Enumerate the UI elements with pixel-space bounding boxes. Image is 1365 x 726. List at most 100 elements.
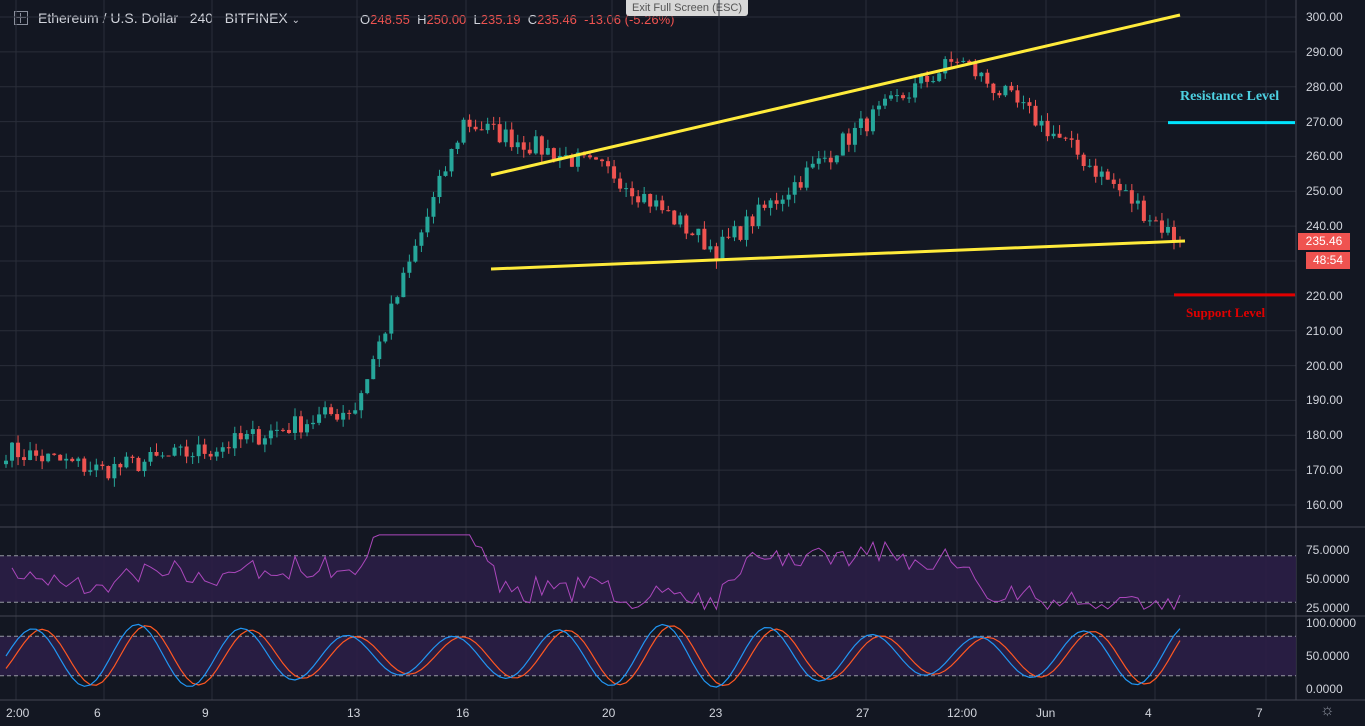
candle-body: [178, 446, 183, 448]
stoch-k-line: [5, 623, 1181, 688]
candle-body: [52, 453, 57, 455]
candle-body: [46, 453, 51, 462]
candle-body: [600, 159, 605, 162]
candle-body: [491, 123, 496, 125]
interval-label: 240: [189, 10, 214, 26]
high-value: 250.00: [426, 12, 467, 27]
candle-body: [1063, 137, 1068, 139]
open-label: O: [360, 12, 371, 27]
candle-body: [208, 453, 213, 457]
upper-trendline: [490, 13, 1181, 177]
rsi-band: [0, 555, 1296, 603]
candle-body: [925, 75, 930, 82]
candle-body: [991, 83, 996, 94]
last-price-label: 235.46: [1298, 233, 1350, 250]
exit-fullscreen-button[interactable]: Exit Full Screen (ESC): [626, 0, 748, 16]
candle-body: [100, 464, 105, 467]
candle-body: [708, 246, 713, 250]
candle-body: [852, 127, 857, 145]
candle-body: [636, 196, 641, 203]
price-tick-label: 210.00: [1306, 323, 1343, 338]
candle-body: [461, 119, 466, 143]
candle-body: [533, 136, 538, 154]
time-tick-label: 13: [347, 706, 361, 720]
high-label: H: [417, 12, 427, 27]
stoch-tick-label: 50.0000: [1306, 649, 1350, 663]
chevron-down-icon[interactable]: ⌄: [291, 15, 301, 26]
candle-body: [882, 98, 887, 106]
candle-body: [521, 142, 526, 150]
candle-body: [371, 359, 376, 380]
candle-body: [317, 414, 322, 423]
candle-body: [220, 447, 225, 452]
candle-body: [575, 152, 580, 167]
candle-body: [726, 236, 731, 238]
candle-body: [437, 175, 442, 198]
time-tick-label: 7: [1256, 706, 1263, 720]
candle-body: [467, 119, 472, 127]
candle-body: [1027, 102, 1032, 106]
candle-body: [184, 446, 189, 457]
candle-body: [280, 429, 285, 431]
low-label: L: [473, 12, 481, 27]
price-tick-label: 190.00: [1306, 393, 1343, 408]
candle-body: [515, 142, 520, 148]
candle-body: [335, 414, 340, 420]
candle-body: [425, 216, 430, 233]
candle-body: [919, 75, 924, 84]
candle-body: [305, 424, 310, 433]
time-tick-label: 27: [856, 706, 870, 720]
candle-body: [503, 129, 508, 143]
candle-body: [943, 59, 948, 74]
stoch-tick-label: 100.0000: [1306, 616, 1357, 630]
candle-body: [473, 126, 478, 130]
candle-body: [551, 148, 556, 161]
candle-body: [1009, 85, 1014, 91]
candle-body: [1057, 133, 1062, 138]
candle-body: [413, 245, 418, 262]
candle-body: [1075, 139, 1080, 155]
candle-body: [642, 193, 647, 203]
candle-body: [798, 182, 803, 188]
candle-body: [612, 166, 617, 179]
candle-body: [1087, 165, 1092, 167]
candle-body: [1111, 179, 1116, 184]
candle-body: [1159, 220, 1164, 233]
candle-body: [407, 261, 412, 273]
time-tick-label: Jun: [1036, 706, 1056, 720]
close-label: C: [527, 12, 538, 27]
candle-body: [40, 455, 45, 462]
candle-body: [196, 444, 201, 457]
candle-body: [10, 442, 15, 461]
rsi-line: [11, 534, 1181, 611]
candle-body: [377, 341, 382, 360]
candle-body: [256, 429, 261, 445]
candle-body: [262, 438, 267, 445]
candle-body: [82, 458, 87, 472]
candle-body: [112, 463, 117, 479]
candle-body: [786, 194, 791, 200]
candle-body: [16, 442, 21, 458]
candle-body: [563, 155, 568, 157]
candle-body: [166, 455, 171, 457]
candle-body: [889, 95, 894, 99]
candle-body: [214, 451, 219, 457]
candle-body: [455, 142, 460, 149]
candle-body: [190, 456, 195, 458]
candle-body: [1081, 154, 1086, 167]
candle-body: [64, 458, 69, 461]
candle-body: [630, 188, 635, 197]
time-tick-label: 12:00: [947, 706, 978, 720]
candle-body: [750, 216, 755, 227]
candle-body: [1117, 183, 1122, 191]
symbol-title[interactable]: Ethereum / U.S. Dollar 240 BITFINEX ⌄: [38, 10, 300, 26]
candle-body: [1093, 165, 1098, 177]
candle-body: [419, 232, 424, 246]
price-tick-label: 240.00: [1306, 219, 1343, 234]
candle-body: [654, 200, 659, 207]
candle-body: [148, 451, 153, 462]
gear-icon[interactable]: ☼: [1320, 702, 1335, 719]
candle-body: [70, 458, 75, 462]
